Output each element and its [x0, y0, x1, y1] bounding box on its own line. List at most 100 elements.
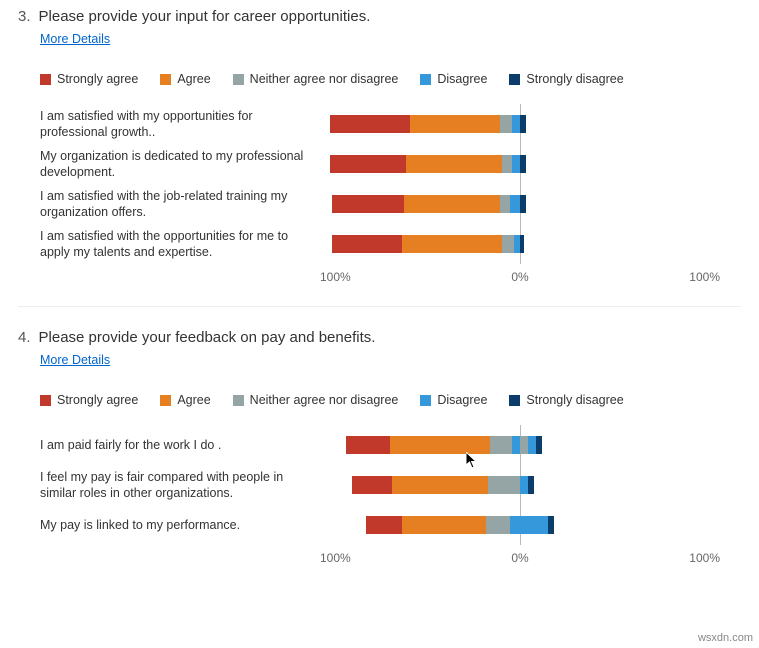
axis-labels: 100% 0% 100%: [320, 551, 720, 565]
chart-legend: Strongly agree Agree Neither agree nor dis…: [40, 72, 741, 86]
bar-segment-strongly_disagree: [520, 155, 526, 173]
disagree-swatch-icon: [420, 395, 431, 406]
bar-segment-disagree: [520, 476, 528, 494]
neither-swatch-icon: [233, 74, 244, 85]
chart-legend: Strongly agree Agree Neither agree nor dis…: [40, 393, 741, 407]
more-details-link[interactable]: More Details: [40, 32, 110, 46]
bar-segment-strongly_disagree: [528, 476, 534, 494]
bar-segment-agree: [402, 235, 502, 253]
axis-right-label: 100%: [689, 551, 720, 565]
axis-center-label: 0%: [511, 270, 528, 284]
bar-segment-disagree: [510, 195, 520, 213]
legend-item: Strongly agree: [40, 72, 138, 86]
question-number: 3.: [18, 8, 31, 25]
strongly_disagree-swatch-icon: [509, 74, 520, 85]
bar-segment-disagree: [512, 115, 520, 133]
bar-row: [320, 144, 741, 184]
axis-right-label: 100%: [689, 270, 720, 284]
legend-label: Disagree: [437, 72, 487, 86]
diverging-bar-chart: I am paid fairly for the work I do .I fe…: [40, 425, 741, 565]
legend-item: Strongly disagree: [509, 72, 623, 86]
watermark-text: wsxdn.com: [698, 632, 753, 644]
legend-item: Disagree: [420, 72, 487, 86]
bar-segment-disagree: [512, 155, 520, 173]
axis-container: [320, 104, 741, 264]
row-labels-column: I am satisfied with my opportunities for…: [40, 104, 320, 284]
agree-swatch-icon: [160, 395, 171, 406]
section-divider: [18, 306, 741, 307]
bar-segment-disagree: [528, 436, 536, 454]
strongly_agree-swatch-icon: [40, 395, 51, 406]
row-label: I feel my pay is fair compared with peop…: [40, 465, 304, 505]
bar-row: [320, 505, 741, 545]
bar-segment-disagree: [520, 516, 548, 534]
legend-item: Agree: [160, 393, 210, 407]
bar-row: [320, 465, 741, 505]
bar-segment-neither: [500, 115, 512, 133]
axis-left-label: 100%: [320, 551, 351, 565]
bars-column: 100% 0% 100%: [320, 425, 741, 565]
bar-row: [320, 184, 741, 224]
bar-row: [320, 224, 741, 264]
axis-center-label: 0%: [511, 551, 528, 565]
bar-row: [320, 104, 741, 144]
bar-segment-strongly_agree: [332, 235, 402, 253]
bar-segment-strongly_agree: [366, 516, 402, 534]
bar-segment-strongly_disagree: [520, 235, 524, 253]
bar-segment-agree: [392, 476, 488, 494]
strongly_disagree-swatch-icon: [509, 395, 520, 406]
bar-segment-neither: [486, 516, 510, 534]
mouse-cursor-icon: [466, 452, 480, 473]
question-block: 3. Please provide your input for career o…: [18, 8, 741, 294]
question-block: 4. Please provide your feedback on pay an…: [18, 329, 741, 575]
question-title: Please provide your input for career opp…: [39, 8, 371, 25]
bars-column: 100% 0% 100%: [320, 104, 741, 284]
legend-label: Strongly agree: [57, 72, 138, 86]
bar-row: [320, 425, 741, 465]
legend-label: Neither agree nor disagree: [250, 72, 399, 86]
bar-segment-agree: [404, 195, 500, 213]
bar-segment-agree: [402, 516, 486, 534]
axis-container: [320, 425, 741, 545]
bar-segment-strongly_disagree: [520, 115, 526, 133]
axis-labels: 100% 0% 100%: [320, 270, 720, 284]
bar-segment-strongly_agree: [346, 436, 390, 454]
legend-item: Strongly agree: [40, 393, 138, 407]
legend-item: Disagree: [420, 393, 487, 407]
bar-segment-agree: [406, 155, 502, 173]
question-title: Please provide your feedback on pay and …: [39, 329, 376, 346]
row-label: My pay is linked to my performance.: [40, 505, 304, 545]
legend-label: Strongly disagree: [526, 393, 623, 407]
bar-segment-neither: [520, 436, 528, 454]
row-label: I am satisfied with the job-related trai…: [40, 184, 304, 224]
question-header: 4. Please provide your feedback on pay an…: [18, 329, 741, 346]
question-number: 4.: [18, 329, 31, 346]
legend-label: Neither agree nor disagree: [250, 393, 399, 407]
bar-segment-neither: [490, 436, 512, 454]
bar-segment-disagree: [510, 516, 520, 534]
bar-segment-neither: [488, 476, 520, 494]
more-details-link[interactable]: More Details: [40, 353, 110, 367]
legend-item: Strongly disagree: [509, 393, 623, 407]
bar-segment-strongly_agree: [330, 115, 410, 133]
row-labels-column: I am paid fairly for the work I do .I fe…: [40, 425, 320, 565]
bar-segment-strongly_disagree: [548, 516, 554, 534]
bar-segment-strongly_agree: [332, 195, 404, 213]
bar-segment-neither: [502, 155, 512, 173]
axis-left-label: 100%: [320, 270, 351, 284]
legend-label: Strongly disagree: [526, 72, 623, 86]
strongly_agree-swatch-icon: [40, 74, 51, 85]
disagree-swatch-icon: [420, 74, 431, 85]
row-label: My organization is dedicated to my profe…: [40, 144, 304, 184]
legend-label: Agree: [177, 72, 210, 86]
legend-item: Neither agree nor disagree: [233, 393, 399, 407]
bar-segment-neither: [500, 195, 510, 213]
question-header: 3. Please provide your input for career o…: [18, 8, 741, 25]
legend-item: Neither agree nor disagree: [233, 72, 399, 86]
diverging-bar-chart: I am satisfied with my opportunities for…: [40, 104, 741, 284]
legend-label: Agree: [177, 393, 210, 407]
agree-swatch-icon: [160, 74, 171, 85]
legend-label: Strongly agree: [57, 393, 138, 407]
row-label: I am satisfied with my opportunities for…: [40, 104, 304, 144]
legend-item: Agree: [160, 72, 210, 86]
